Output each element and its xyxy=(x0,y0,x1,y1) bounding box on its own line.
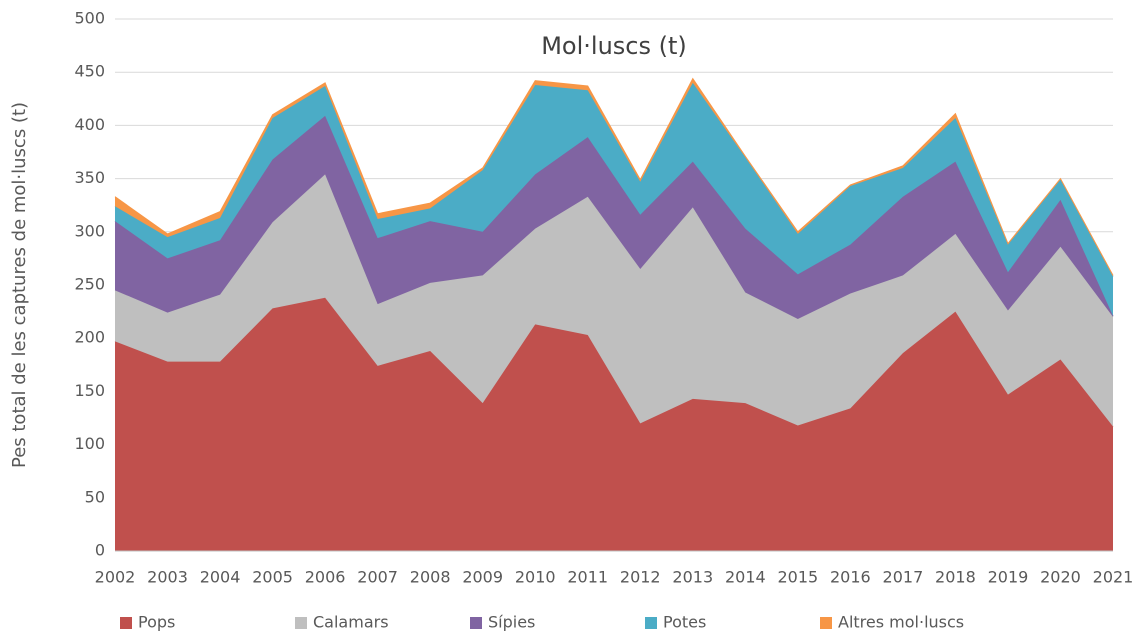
x-tick-label: 2021 xyxy=(1093,568,1134,587)
x-tick-label: 2016 xyxy=(830,568,871,587)
y-tick-label: 300 xyxy=(74,221,105,240)
y-tick-label: 200 xyxy=(74,328,105,347)
legend-label: Pops xyxy=(138,613,175,632)
x-tick-label: 2009 xyxy=(462,568,503,587)
legend-swatch xyxy=(120,617,132,629)
legend-label: Altres mol·luscs xyxy=(838,613,964,632)
area-fill xyxy=(115,174,1113,427)
x-tick-label: 2015 xyxy=(777,568,818,587)
legend-swatch xyxy=(820,617,832,629)
y-tick-label: 450 xyxy=(74,62,105,81)
y-tick-label: 350 xyxy=(74,168,105,187)
x-tick-label: 2004 xyxy=(200,568,241,587)
x-tick-label: 2014 xyxy=(725,568,766,587)
areas xyxy=(114,77,1114,551)
legend-label: Sípies xyxy=(488,613,535,632)
y-tick-label: 400 xyxy=(74,115,105,134)
area-top xyxy=(114,77,1114,276)
x-tick-label: 2017 xyxy=(883,568,924,587)
y-tick-label: 0 xyxy=(95,541,105,560)
legend-label: Calamars xyxy=(313,613,389,632)
x-tick-label: 2011 xyxy=(567,568,608,587)
legend-swatch xyxy=(295,617,307,629)
legend-swatch xyxy=(645,617,657,629)
x-tick-label: 2003 xyxy=(147,568,188,587)
x-tick-label: 2002 xyxy=(95,568,136,587)
y-tick-label: 50 xyxy=(85,487,105,506)
legend-swatch xyxy=(470,617,482,629)
x-tick-label: 2010 xyxy=(515,568,556,587)
area-fill xyxy=(115,297,1113,551)
y-tick-label: 500 xyxy=(74,9,105,28)
y-tick-label: 100 xyxy=(74,434,105,453)
x-tick-label: 2008 xyxy=(410,568,451,587)
x-tick-label: 2005 xyxy=(252,568,293,587)
y-axis-label: Pes total de les captures de mol·luscs (… xyxy=(9,102,30,468)
y-tick-label: 150 xyxy=(74,381,105,400)
area-fill xyxy=(115,115,1113,320)
chart-title: Mol·luscs (t) xyxy=(541,32,687,60)
x-tick-label: 2018 xyxy=(935,568,976,587)
x-tick-label: 2013 xyxy=(672,568,713,587)
legend-label: Potes xyxy=(663,613,706,632)
x-tick-label: 2006 xyxy=(305,568,346,587)
x-tick-label: 2019 xyxy=(988,568,1029,587)
y-tick-label: 250 xyxy=(74,275,105,294)
x-tick-label: 2020 xyxy=(1040,568,1081,587)
x-tick-label: 2012 xyxy=(620,568,661,587)
x-tick-label: 2007 xyxy=(357,568,398,587)
